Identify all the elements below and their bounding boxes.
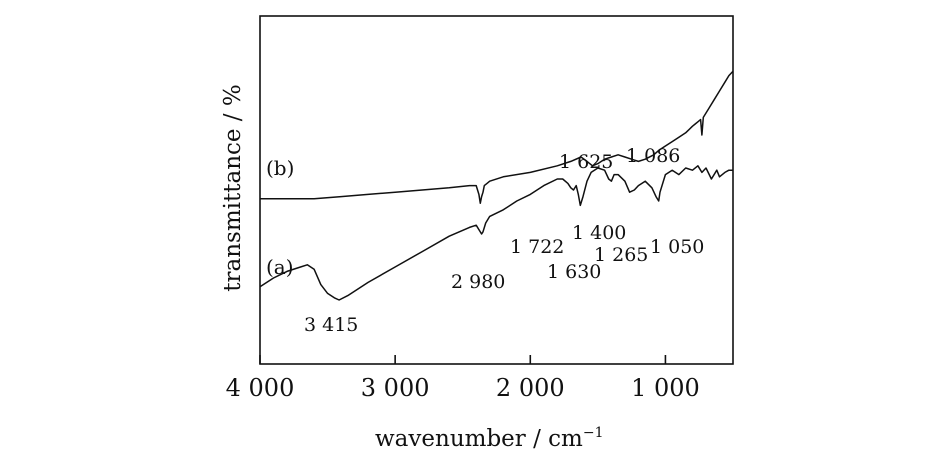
series-label-a: (a) [266, 255, 294, 279]
plot-frame [259, 15, 734, 365]
peak-label-1050: 1 050 [650, 236, 704, 258]
peak-label-1630: 1 630 [547, 261, 601, 283]
x-tick-label-2000: 2 000 [496, 374, 565, 402]
x-axis-title-superscript: −1 [583, 425, 604, 441]
series-lines [259, 70, 734, 301]
x-axis-tick-labels: 4 000 3 000 2 000 1 000 [226, 374, 700, 402]
x-axis-title: wavenumber / cm−1 [375, 425, 603, 452]
peak-label-3415: 3 415 [304, 314, 358, 336]
peak-label-1086: 1 086 [626, 145, 680, 167]
peak-label-1722: 1 722 [510, 236, 564, 258]
peak-label-1400: 1 400 [572, 222, 626, 244]
series-line-a [259, 165, 733, 301]
y-axis-title: transmittance / % [220, 84, 246, 291]
x-axis-ticks [259, 355, 667, 364]
peak-label-2980: 2 980 [451, 271, 505, 293]
x-tick-label-4000: 4 000 [226, 374, 295, 402]
series-line-b [260, 70, 734, 204]
peak-label-1265: 1 265 [594, 244, 648, 266]
peak-label-1625: 1 625 [559, 151, 613, 173]
x-tick-label-3000: 3 000 [361, 374, 430, 402]
x-axis-title-text: wavenumber / cm [375, 426, 583, 452]
x-tick-label-1000: 1 000 [631, 374, 700, 402]
series-label-b: (b) [266, 156, 294, 180]
